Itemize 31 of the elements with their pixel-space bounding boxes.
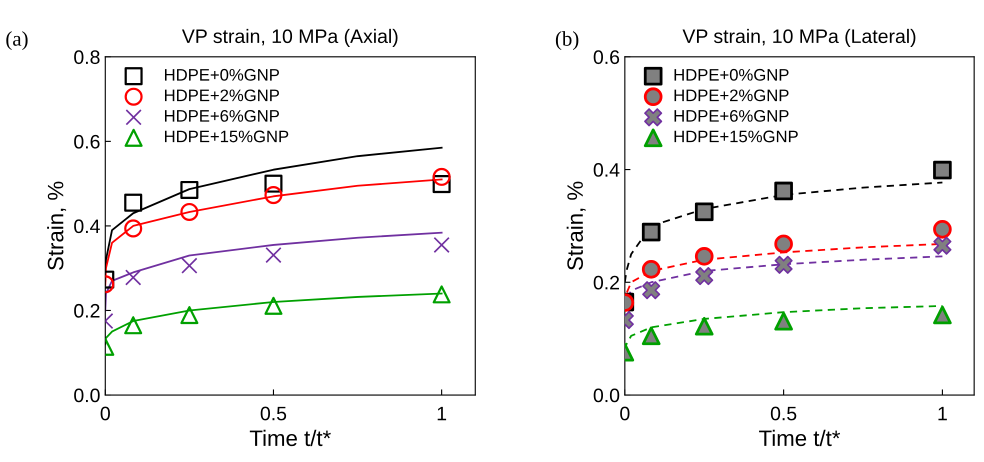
x-tick-label: 0.5 xyxy=(260,406,286,420)
y-tick-label: 0.2 xyxy=(594,276,620,290)
legend-label: HDPE+15%GNP xyxy=(674,130,798,142)
y-tick-label: 0.0 xyxy=(594,388,620,402)
legend-label: HDPE+0%GNP xyxy=(164,68,279,81)
x-tick-label: 0 xyxy=(620,406,630,420)
y-tick-label: 0.6 xyxy=(74,134,100,149)
chart-title: VP strain, 10 MPa (Axial) xyxy=(182,28,398,47)
chart-title: VP strain, 10 MPa (Lateral) xyxy=(682,28,916,47)
y-tick-label: 0.0 xyxy=(74,388,100,402)
y-tick-label: 0.4 xyxy=(74,219,100,234)
y-tick-label: 0.8 xyxy=(74,50,100,64)
x-axis-title: Time t/t* xyxy=(759,430,840,446)
y-axis-title: Strain, % xyxy=(566,182,586,270)
text: (a) xyxy=(6,31,28,50)
y-tick-label: 0.2 xyxy=(74,304,100,318)
legend-label: HDPE+15%GNP xyxy=(164,130,288,142)
text: (b) xyxy=(556,31,578,50)
legend-label: HDPE+6%GNP xyxy=(674,110,789,122)
legend-label: HDPE+2%GNP xyxy=(674,89,789,102)
legend-label: HDPE+0%GNP xyxy=(674,68,789,81)
x-tick-label: 0.5 xyxy=(770,406,796,420)
x-tick-label: 1 xyxy=(438,406,446,420)
legend-label: HDPE+6%GNP xyxy=(164,110,279,122)
y-tick-label: 0.4 xyxy=(594,163,620,177)
y-tick-label: 0.6 xyxy=(594,50,620,64)
x-tick-label: 0 xyxy=(100,406,110,420)
x-axis-title: Time t/t* xyxy=(250,430,331,446)
legend-label: HDPE+2%GNP xyxy=(164,89,279,102)
y-axis-title: Strain, % xyxy=(47,182,66,270)
x-tick-label: 1 xyxy=(938,406,947,420)
